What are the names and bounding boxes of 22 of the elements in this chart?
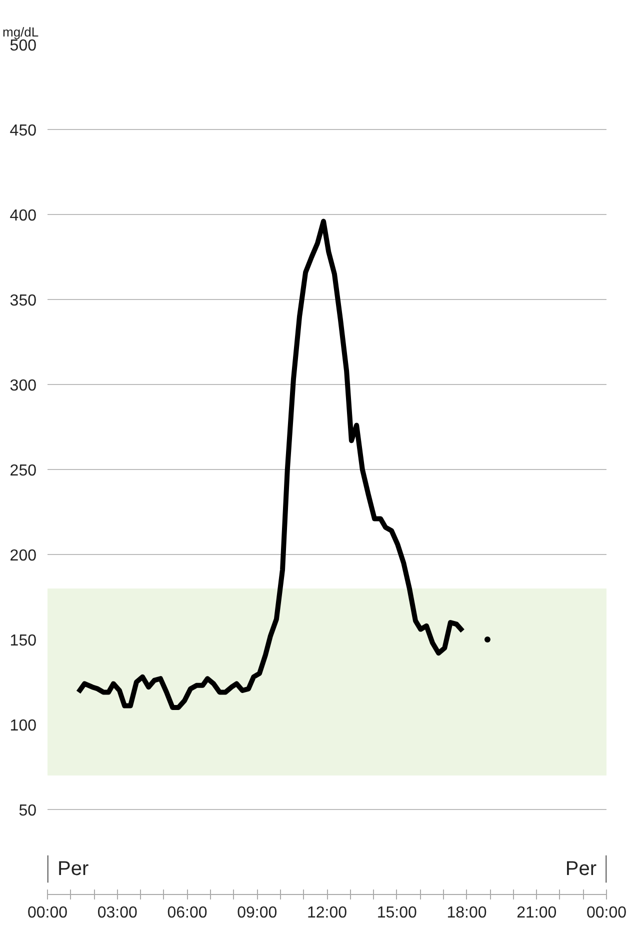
y-tick-label: 500 xyxy=(10,38,37,54)
x-tick-label: 06:00 xyxy=(167,904,208,922)
y-tick-label: 250 xyxy=(10,462,37,480)
y-tick-label: 400 xyxy=(10,208,37,224)
y-axis-title: mg/dL xyxy=(2,24,39,40)
annotation: Per xyxy=(565,858,597,880)
x-tick-label: 03:00 xyxy=(97,904,138,922)
y-tick-label: 200 xyxy=(10,548,37,564)
y-tick-label: 450 xyxy=(10,122,37,140)
x-tick-label: 12:00 xyxy=(306,904,348,922)
x-tick-label: 18:00 xyxy=(446,904,487,922)
x-tick-label: 21:00 xyxy=(516,904,557,922)
x-tick-label: 15:00 xyxy=(376,904,417,922)
y-tick-label: 350 xyxy=(10,292,37,310)
y-tick-label: 300 xyxy=(10,378,37,394)
y-tick-label: 50 xyxy=(18,802,37,820)
x-tick-label: 00:00 xyxy=(586,904,627,922)
y-tick-label: 150 xyxy=(10,632,37,650)
y-tick-label: 100 xyxy=(10,718,37,734)
annotation: Per xyxy=(58,858,89,880)
x-tick-label: 00:00 xyxy=(27,904,68,922)
x-tick-label: 09:00 xyxy=(237,904,278,922)
